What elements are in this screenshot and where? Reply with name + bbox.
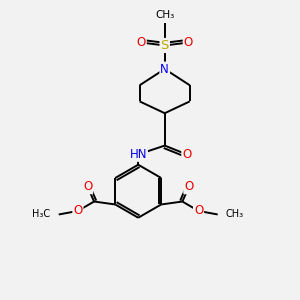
Text: H₃C: H₃C	[32, 209, 50, 220]
Text: O: O	[184, 36, 193, 49]
Text: O: O	[194, 204, 203, 218]
Text: O: O	[73, 204, 83, 218]
Text: HN: HN	[130, 148, 147, 161]
Text: O: O	[136, 36, 146, 49]
Text: CH₃: CH₃	[155, 10, 174, 20]
Text: O: O	[83, 180, 92, 193]
Text: O: O	[184, 180, 194, 193]
Text: CH₃: CH₃	[226, 209, 244, 220]
Text: S: S	[160, 39, 169, 52]
Text: O: O	[182, 148, 191, 161]
Text: N: N	[160, 62, 169, 76]
